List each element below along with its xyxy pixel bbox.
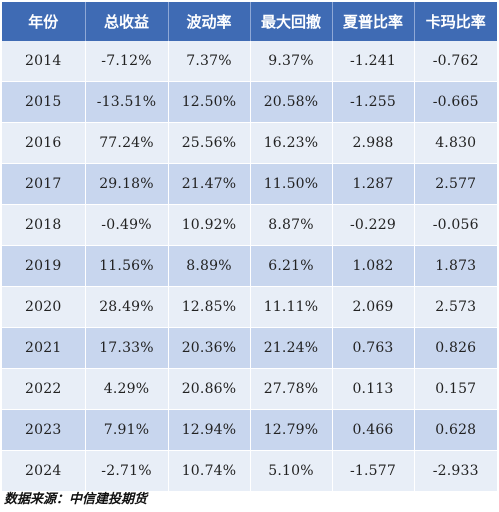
cell-year: 2024 (2, 450, 86, 492)
cell-calmar-ratio: 0.628 (414, 409, 497, 451)
table-row: 2017 29.18% 21.47% 11.50% 1.287 2.577 (2, 163, 497, 205)
cell-calmar-ratio: 0.157 (414, 368, 497, 410)
table-row: 2018 -0.49% 10.92% 8.87% -0.229 -0.056 (2, 204, 497, 246)
cell-total-return: 4.29% (85, 368, 169, 410)
cell-sharpe-ratio: -1.241 (332, 41, 415, 82)
table-row: 2021 17.33% 20.36% 21.24% 0.763 0.826 (2, 327, 497, 369)
cell-volatility: 7.37% (168, 41, 251, 82)
cell-calmar-ratio: -0.665 (414, 81, 497, 123)
cell-sharpe-ratio: 1.082 (332, 245, 415, 287)
cell-max-drawdown: 9.37% (250, 41, 333, 82)
header-total-return: 总收益 (85, 2, 169, 41)
cell-calmar-ratio: 0.826 (414, 327, 497, 369)
cell-max-drawdown: 27.78% (250, 368, 333, 410)
table-row: 2022 4.29% 20.86% 27.78% 0.113 0.157 (2, 368, 497, 410)
table-row: 2024 -2.71% 10.74% 5.10% -1.577 -2.933 (2, 450, 497, 492)
cell-sharpe-ratio: 0.113 (332, 368, 415, 410)
cell-volatility: 25.56% (168, 122, 251, 164)
performance-table: 年份 总收益 波动率 最大回撤 夏普比率 卡玛比率 2014 -7.12% 7.37… (2, 2, 497, 492)
cell-calmar-ratio: 4.830 (414, 122, 497, 164)
cell-total-return: 77.24% (85, 122, 169, 164)
cell-volatility: 10.92% (168, 204, 251, 246)
cell-total-return: -7.12% (85, 41, 169, 82)
cell-total-return: 7.91% (85, 409, 169, 451)
cell-sharpe-ratio: 2.988 (332, 122, 415, 164)
cell-total-return: 17.33% (85, 327, 169, 369)
header-year: 年份 (2, 2, 86, 41)
header-volatility: 波动率 (168, 2, 251, 41)
source-note: 数据来源：中信建投期货 (4, 492, 148, 507)
table-row: 2020 28.49% 12.85% 11.11% 2.069 2.573 (2, 286, 497, 328)
cell-volatility: 20.86% (168, 368, 251, 410)
cell-max-drawdown: 11.50% (250, 163, 333, 205)
cell-total-return: 29.18% (85, 163, 169, 205)
cell-calmar-ratio: -0.762 (414, 41, 497, 82)
table-row: 2023 7.91% 12.94% 12.79% 0.466 0.628 (2, 409, 497, 451)
cell-sharpe-ratio: -1.255 (332, 81, 415, 123)
cell-sharpe-ratio: -1.577 (332, 450, 415, 492)
cell-calmar-ratio: 2.573 (414, 286, 497, 328)
cell-volatility: 12.85% (168, 286, 251, 328)
cell-total-return: -0.49% (85, 204, 169, 246)
cell-volatility: 12.50% (168, 81, 251, 123)
cell-volatility: 10.74% (168, 450, 251, 492)
cell-max-drawdown: 21.24% (250, 327, 333, 369)
cell-volatility: 8.89% (168, 245, 251, 287)
cell-year: 2017 (2, 163, 86, 205)
cell-calmar-ratio: 2.577 (414, 163, 497, 205)
cell-year: 2014 (2, 41, 86, 82)
header-row: 年份 总收益 波动率 最大回撤 夏普比率 卡玛比率 (2, 2, 497, 41)
cell-year: 2020 (2, 286, 86, 328)
cell-calmar-ratio: -2.933 (414, 450, 497, 492)
cell-max-drawdown: 8.87% (250, 204, 333, 246)
cell-total-return: -2.71% (85, 450, 169, 492)
header-calmar-ratio: 卡玛比率 (414, 2, 497, 41)
cell-year: 2019 (2, 245, 86, 287)
table-row: 2015 -13.51% 12.50% 20.58% -1.255 -0.665 (2, 81, 497, 123)
header-max-drawdown: 最大回撤 (250, 2, 333, 41)
cell-sharpe-ratio: 0.466 (332, 409, 415, 451)
cell-max-drawdown: 11.11% (250, 286, 333, 328)
table-row: 2014 -7.12% 7.37% 9.37% -1.241 -0.762 (2, 41, 497, 82)
cell-max-drawdown: 12.79% (250, 409, 333, 451)
cell-volatility: 12.94% (168, 409, 251, 451)
cell-max-drawdown: 16.23% (250, 122, 333, 164)
cell-calmar-ratio: 1.873 (414, 245, 497, 287)
cell-sharpe-ratio: -0.229 (332, 204, 415, 246)
cell-year: 2022 (2, 368, 86, 410)
cell-year: 2021 (2, 327, 86, 369)
cell-calmar-ratio: -0.056 (414, 204, 497, 246)
cell-total-return: 11.56% (85, 245, 169, 287)
table-row: 2019 11.56% 8.89% 6.21% 1.082 1.873 (2, 245, 497, 287)
cell-max-drawdown: 6.21% (250, 245, 333, 287)
cell-sharpe-ratio: 1.287 (332, 163, 415, 205)
cell-total-return: 28.49% (85, 286, 169, 328)
table-row: 2016 77.24% 25.56% 16.23% 2.988 4.830 (2, 122, 497, 164)
cell-year: 2015 (2, 81, 86, 123)
cell-sharpe-ratio: 2.069 (332, 286, 415, 328)
cell-total-return: -13.51% (85, 81, 169, 123)
cell-year: 2016 (2, 122, 86, 164)
cell-volatility: 20.36% (168, 327, 251, 369)
cell-volatility: 21.47% (168, 163, 251, 205)
table-body: 2014 -7.12% 7.37% 9.37% -1.241 -0.762 2015 -13.… (2, 41, 497, 492)
header-sharpe-ratio: 夏普比率 (332, 2, 415, 41)
cell-sharpe-ratio: 0.763 (332, 327, 415, 369)
cell-year: 2018 (2, 204, 86, 246)
cell-year: 2023 (2, 409, 86, 451)
cell-max-drawdown: 20.58% (250, 81, 333, 123)
cell-max-drawdown: 5.10% (250, 450, 333, 492)
